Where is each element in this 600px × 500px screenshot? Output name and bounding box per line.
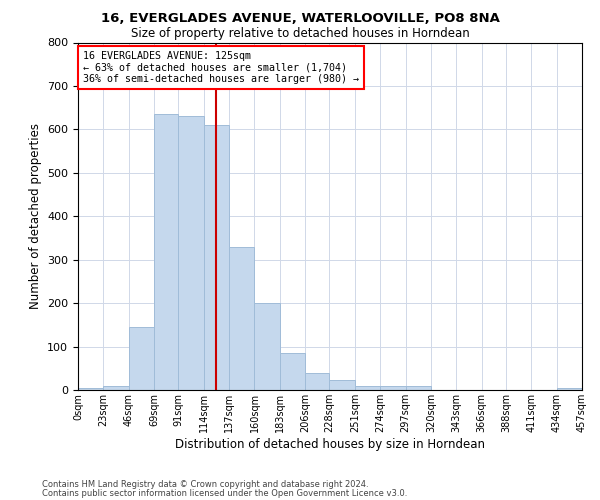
Bar — [557, 388, 582, 390]
Bar — [254, 303, 280, 390]
Bar — [78, 388, 103, 390]
Bar — [280, 353, 305, 390]
Bar — [329, 380, 355, 390]
Text: Contains public sector information licensed under the Open Government Licence v3: Contains public sector information licen… — [42, 489, 407, 498]
Y-axis label: Number of detached properties: Number of detached properties — [29, 123, 41, 309]
Text: Size of property relative to detached houses in Horndean: Size of property relative to detached ho… — [131, 28, 469, 40]
Bar — [305, 372, 329, 390]
Text: 16 EVERGLADES AVENUE: 125sqm
← 63% of detached houses are smaller (1,704)
36% of: 16 EVERGLADES AVENUE: 125sqm ← 63% of de… — [83, 51, 359, 84]
Bar — [204, 125, 229, 390]
Bar — [154, 114, 178, 390]
Bar — [178, 116, 204, 390]
Bar — [406, 386, 431, 390]
Bar — [229, 246, 254, 390]
Bar — [129, 327, 154, 390]
X-axis label: Distribution of detached houses by size in Horndean: Distribution of detached houses by size … — [175, 438, 485, 450]
Text: Contains HM Land Registry data © Crown copyright and database right 2024.: Contains HM Land Registry data © Crown c… — [42, 480, 368, 489]
Bar — [355, 386, 380, 390]
Text: 16, EVERGLADES AVENUE, WATERLOOVILLE, PO8 8NA: 16, EVERGLADES AVENUE, WATERLOOVILLE, PO… — [101, 12, 499, 26]
Bar — [380, 386, 406, 390]
Bar — [103, 386, 129, 390]
